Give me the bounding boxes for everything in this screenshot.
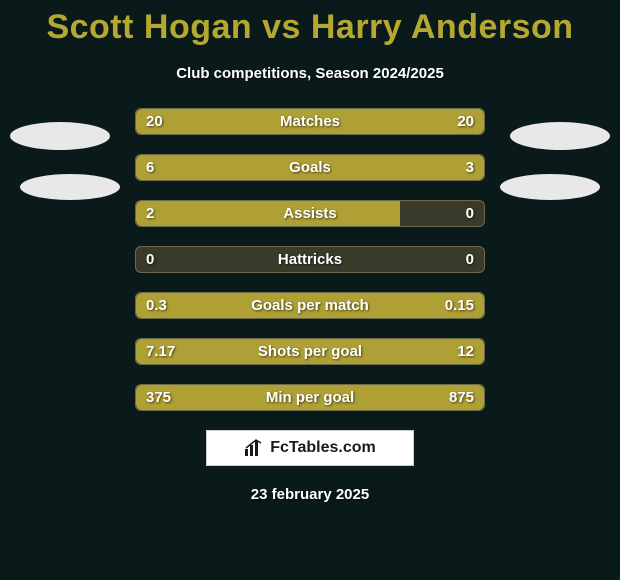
bar-value-right: 875 <box>449 385 474 410</box>
bar-row: 20 Matches 20 <box>135 108 485 135</box>
bar-label: Min per goal <box>136 385 484 410</box>
page-title: Scott Hogan vs Harry Anderson <box>0 0 620 47</box>
subtitle: Club competitions, Season 2024/2025 <box>0 65 620 82</box>
bar-row: 375 Min per goal 875 <box>135 384 485 411</box>
bar-row: 6 Goals 3 <box>135 154 485 181</box>
comparison-bars: 20 Matches 20 6 Goals 3 2 Assists 0 0 Ha… <box>135 108 485 411</box>
bar-label: Goals per match <box>136 293 484 318</box>
bar-row: 2 Assists 0 <box>135 200 485 227</box>
date-text: 23 february 2025 <box>0 486 620 503</box>
decor-ellipse-right-1 <box>510 122 610 150</box>
bar-value-right: 12 <box>457 339 474 364</box>
bar-label: Shots per goal <box>136 339 484 364</box>
bar-value-right: 20 <box>457 109 474 134</box>
logo-text: FcTables.com <box>270 439 376 457</box>
fctables-logo: FcTables.com <box>206 430 414 466</box>
bar-label: Goals <box>136 155 484 180</box>
bar-row: 0 Hattricks 0 <box>135 246 485 273</box>
bar-row: 7.17 Shots per goal 12 <box>135 338 485 365</box>
bar-value-right: 0 <box>466 201 474 226</box>
bar-value-right: 0.15 <box>445 293 474 318</box>
bar-label: Hattricks <box>136 247 484 272</box>
bar-label: Matches <box>136 109 484 134</box>
decor-ellipse-left-1 <box>10 122 110 150</box>
bar-value-right: 3 <box>466 155 474 180</box>
chart-icon <box>244 439 264 457</box>
decor-ellipse-right-2 <box>500 174 600 200</box>
decor-ellipse-left-2 <box>20 174 120 200</box>
bar-label: Assists <box>136 201 484 226</box>
bar-row: 0.3 Goals per match 0.15 <box>135 292 485 319</box>
bar-value-right: 0 <box>466 247 474 272</box>
